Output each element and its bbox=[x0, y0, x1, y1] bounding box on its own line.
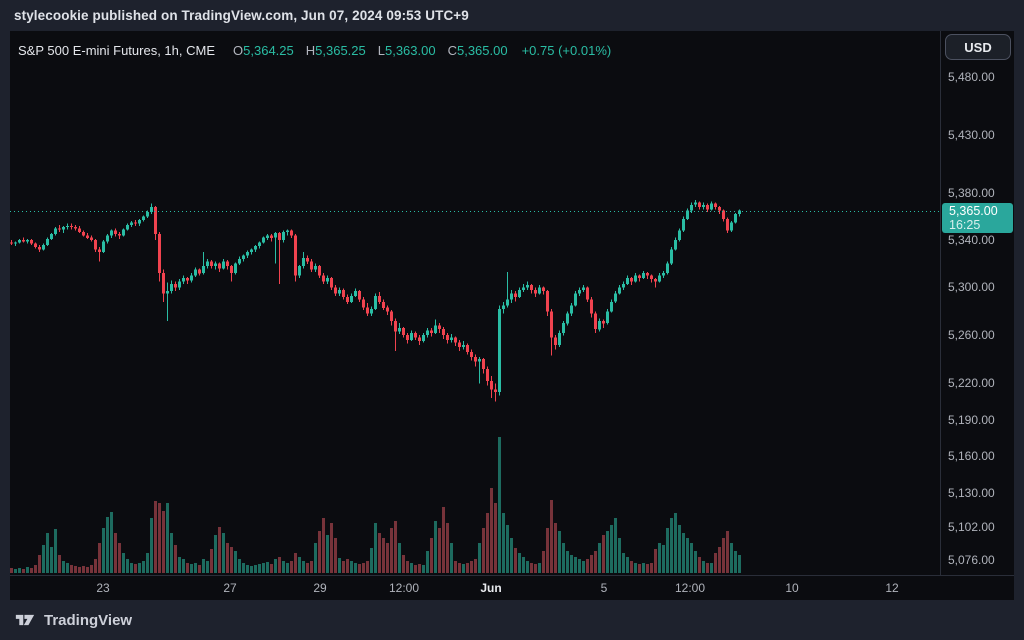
time-tick-label: 12:00 bbox=[674, 581, 706, 595]
last-price-value: 5,365.00 bbox=[949, 204, 998, 218]
publish-header-text: stylecookie published on TradingView.com… bbox=[14, 8, 469, 23]
price-tick-label: 5,260.00 bbox=[948, 328, 995, 342]
time-tick-label: 12 bbox=[885, 581, 899, 595]
time-tick-label: 29 bbox=[313, 581, 327, 595]
change-value: +0.75 (+0.01%) bbox=[521, 42, 612, 58]
price-tick-label: 5,480.00 bbox=[948, 70, 995, 84]
tradingview-logo-icon bbox=[15, 614, 35, 626]
price-tick-label: 5,430.00 bbox=[948, 128, 995, 142]
bar-countdown: 16:25 bbox=[949, 218, 981, 232]
footer-bar: TradingView bbox=[0, 600, 1024, 640]
price-axis[interactable]: USD 5,365.00 16:25 5,480.00 5,430.00 5,380… bbox=[940, 31, 1014, 575]
price-tick-label: 5,130.00 bbox=[948, 486, 995, 500]
price-tick-label: 5,300.00 bbox=[948, 280, 995, 294]
symbol-title[interactable]: S&P 500 E-mini Futures, 1h, CME bbox=[18, 42, 216, 58]
time-tick-label: 10 bbox=[785, 581, 799, 595]
candlestick-plot[interactable] bbox=[10, 31, 940, 575]
price-tick-label: 5,160.00 bbox=[948, 449, 995, 463]
price-tick-label: 5,220.00 bbox=[948, 376, 995, 390]
ohlc-open: O5,364.25 bbox=[233, 42, 294, 58]
time-tick-label: 12:00 bbox=[388, 581, 420, 595]
ohlc-low: L5,363.00 bbox=[377, 42, 436, 58]
tradingview-logo-link[interactable]: TradingView bbox=[14, 612, 132, 629]
time-tick-label: 23 bbox=[96, 581, 110, 595]
last-price-badge: 5,365.00 16:25 bbox=[942, 203, 1013, 233]
ohlc-high: H5,365.25 bbox=[305, 42, 366, 58]
time-tick-label: 5 bbox=[600, 581, 608, 595]
currency-toggle-button[interactable]: USD bbox=[945, 34, 1011, 60]
price-tick-label: 5,190.00 bbox=[948, 413, 995, 427]
price-tick-label: 5,102.00 bbox=[948, 520, 995, 534]
time-axis[interactable]: 23 27 29 12:00 Jun 5 12:00 10 12 bbox=[10, 575, 1014, 600]
price-tick-label: 5,380.00 bbox=[948, 186, 995, 200]
price-tick-label: 5,340.00 bbox=[948, 233, 995, 247]
chart-panel: S&P 500 E-mini Futures, 1h, CME O5,364.2… bbox=[10, 31, 1014, 600]
tradingview-wordmark: TradingView bbox=[44, 611, 133, 629]
ohlc-close: C5,365.00 bbox=[447, 42, 508, 58]
price-tick-label: 5,076.00 bbox=[948, 553, 995, 567]
chart-legend[interactable]: S&P 500 E-mini Futures, 1h, CME O5,364.2… bbox=[18, 41, 611, 59]
time-tick-label: 27 bbox=[223, 581, 237, 595]
time-tick-label-major: Jun bbox=[480, 581, 502, 595]
publish-header: stylecookie published on TradingView.com… bbox=[0, 0, 1024, 31]
